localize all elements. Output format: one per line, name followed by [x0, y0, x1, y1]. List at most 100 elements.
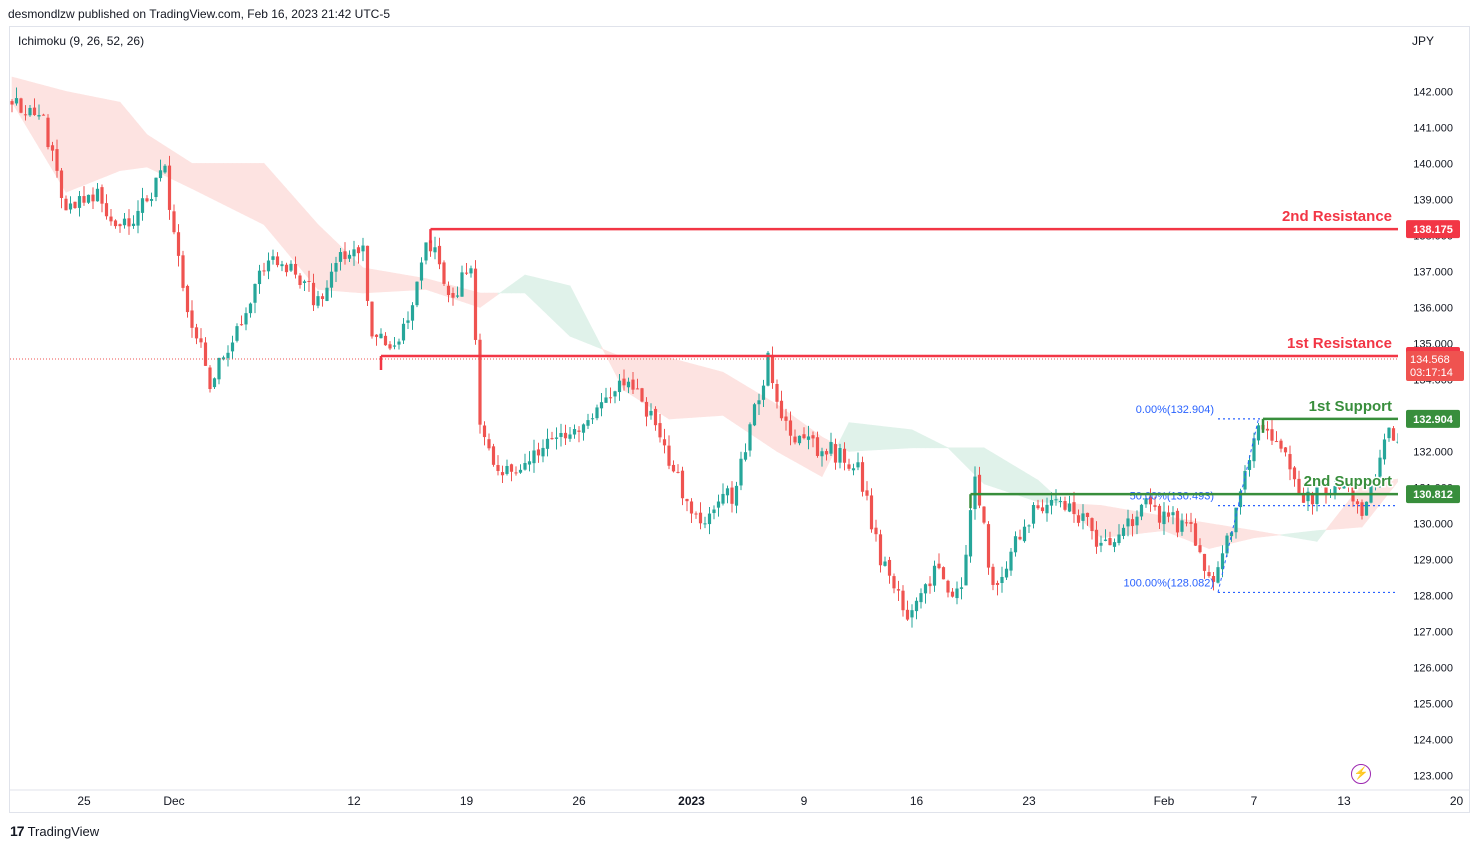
cloud-segment	[965, 447, 971, 472]
candle	[1292, 466, 1297, 487]
candle-body	[244, 313, 248, 325]
cloud-segment	[452, 285, 458, 301]
candle	[977, 466, 982, 509]
cloud-segment	[128, 112, 134, 170]
cloud-segment	[668, 357, 674, 420]
candle-body	[1013, 536, 1018, 553]
candle-body	[1153, 505, 1157, 507]
candle	[604, 387, 608, 403]
cloud-segment	[214, 163, 220, 203]
candle	[1058, 496, 1063, 508]
candle	[311, 273, 316, 312]
candle-body	[959, 587, 964, 589]
candle-body	[194, 327, 199, 339]
level-name: 2nd Support	[1304, 473, 1392, 490]
lightning-icon[interactable]: ⚡	[1351, 764, 1371, 784]
cloud-segment	[1334, 511, 1340, 530]
cloud-segment	[857, 423, 863, 452]
candle	[631, 372, 635, 394]
candle-body	[280, 264, 284, 267]
candle	[82, 186, 86, 206]
candle-body	[199, 338, 203, 343]
candle	[842, 442, 847, 471]
candle	[293, 256, 298, 279]
candle-body	[1247, 460, 1252, 470]
candle	[122, 213, 127, 229]
candle-body	[1292, 467, 1297, 480]
candle-body	[1373, 477, 1378, 481]
candle	[496, 455, 500, 476]
candle-body	[82, 196, 86, 203]
candle	[743, 443, 748, 462]
candle-body	[113, 220, 118, 227]
candle-body	[1220, 553, 1225, 570]
candle	[262, 262, 266, 276]
candle-body	[95, 188, 100, 202]
cloud-segment	[529, 275, 535, 303]
candle	[199, 328, 203, 348]
cloud-segment	[704, 367, 710, 417]
cloud-segment	[398, 273, 404, 292]
candle-body	[500, 472, 505, 476]
cloud-segment	[866, 424, 872, 451]
candle	[100, 184, 104, 213]
candle	[406, 311, 410, 330]
candle-body	[676, 471, 680, 473]
candle-body	[757, 400, 761, 405]
candle	[770, 346, 775, 389]
cloud-segment	[173, 151, 179, 183]
candle-body	[932, 565, 937, 586]
candle-body	[10, 101, 14, 105]
current-price-value: 134.568	[1410, 354, 1450, 366]
candle-body	[685, 498, 689, 502]
y-tick-label: 141.000	[1413, 122, 1453, 134]
cloud-segment	[605, 350, 611, 365]
candle-body	[433, 247, 437, 253]
cloud-segment	[304, 208, 310, 280]
candle	[280, 260, 284, 272]
x-tick-label: 26	[572, 794, 586, 808]
candle	[208, 365, 212, 393]
candle	[1225, 533, 1229, 558]
candle-body	[1031, 504, 1036, 524]
candle-body	[388, 344, 392, 349]
cloud-segment	[925, 436, 931, 449]
y-tick-label: 142.000	[1413, 86, 1453, 98]
x-tick-label: 19	[460, 794, 474, 808]
candle-body	[905, 609, 910, 620]
tradingview-logo[interactable]: 17 TradingView	[10, 823, 99, 839]
candle-body	[1036, 505, 1040, 509]
candle-body	[743, 452, 748, 460]
candle	[433, 236, 437, 260]
candle-body	[253, 283, 257, 303]
candle	[28, 104, 32, 117]
candle	[1355, 498, 1360, 514]
cloud-segment	[245, 163, 251, 219]
candle-body	[190, 310, 194, 328]
candle	[419, 257, 424, 290]
candle	[1004, 561, 1009, 580]
bar-countdown: 03:17:14	[1410, 367, 1453, 379]
candle-body	[1130, 519, 1135, 527]
candle	[752, 402, 757, 427]
candle-body	[212, 378, 217, 388]
candle	[838, 443, 842, 469]
cloud-segment	[713, 369, 719, 417]
candle-body	[185, 285, 190, 313]
candle-body	[235, 326, 239, 341]
cloud-segment	[1466, 441, 1471, 459]
candle-body	[122, 218, 127, 226]
candle-body	[1193, 523, 1198, 546]
candle	[1373, 474, 1378, 491]
candle	[257, 264, 262, 294]
candle-body	[1238, 491, 1243, 508]
candle	[932, 560, 937, 592]
cloud-segment	[970, 447, 976, 476]
cloud-segment	[574, 294, 580, 341]
indicator-label[interactable]: Ichimoku (9, 26, 52, 26)	[18, 34, 145, 48]
candle	[1279, 438, 1283, 453]
candle-body	[383, 335, 388, 346]
cloud-segment	[875, 425, 881, 451]
candle-body	[802, 434, 806, 439]
